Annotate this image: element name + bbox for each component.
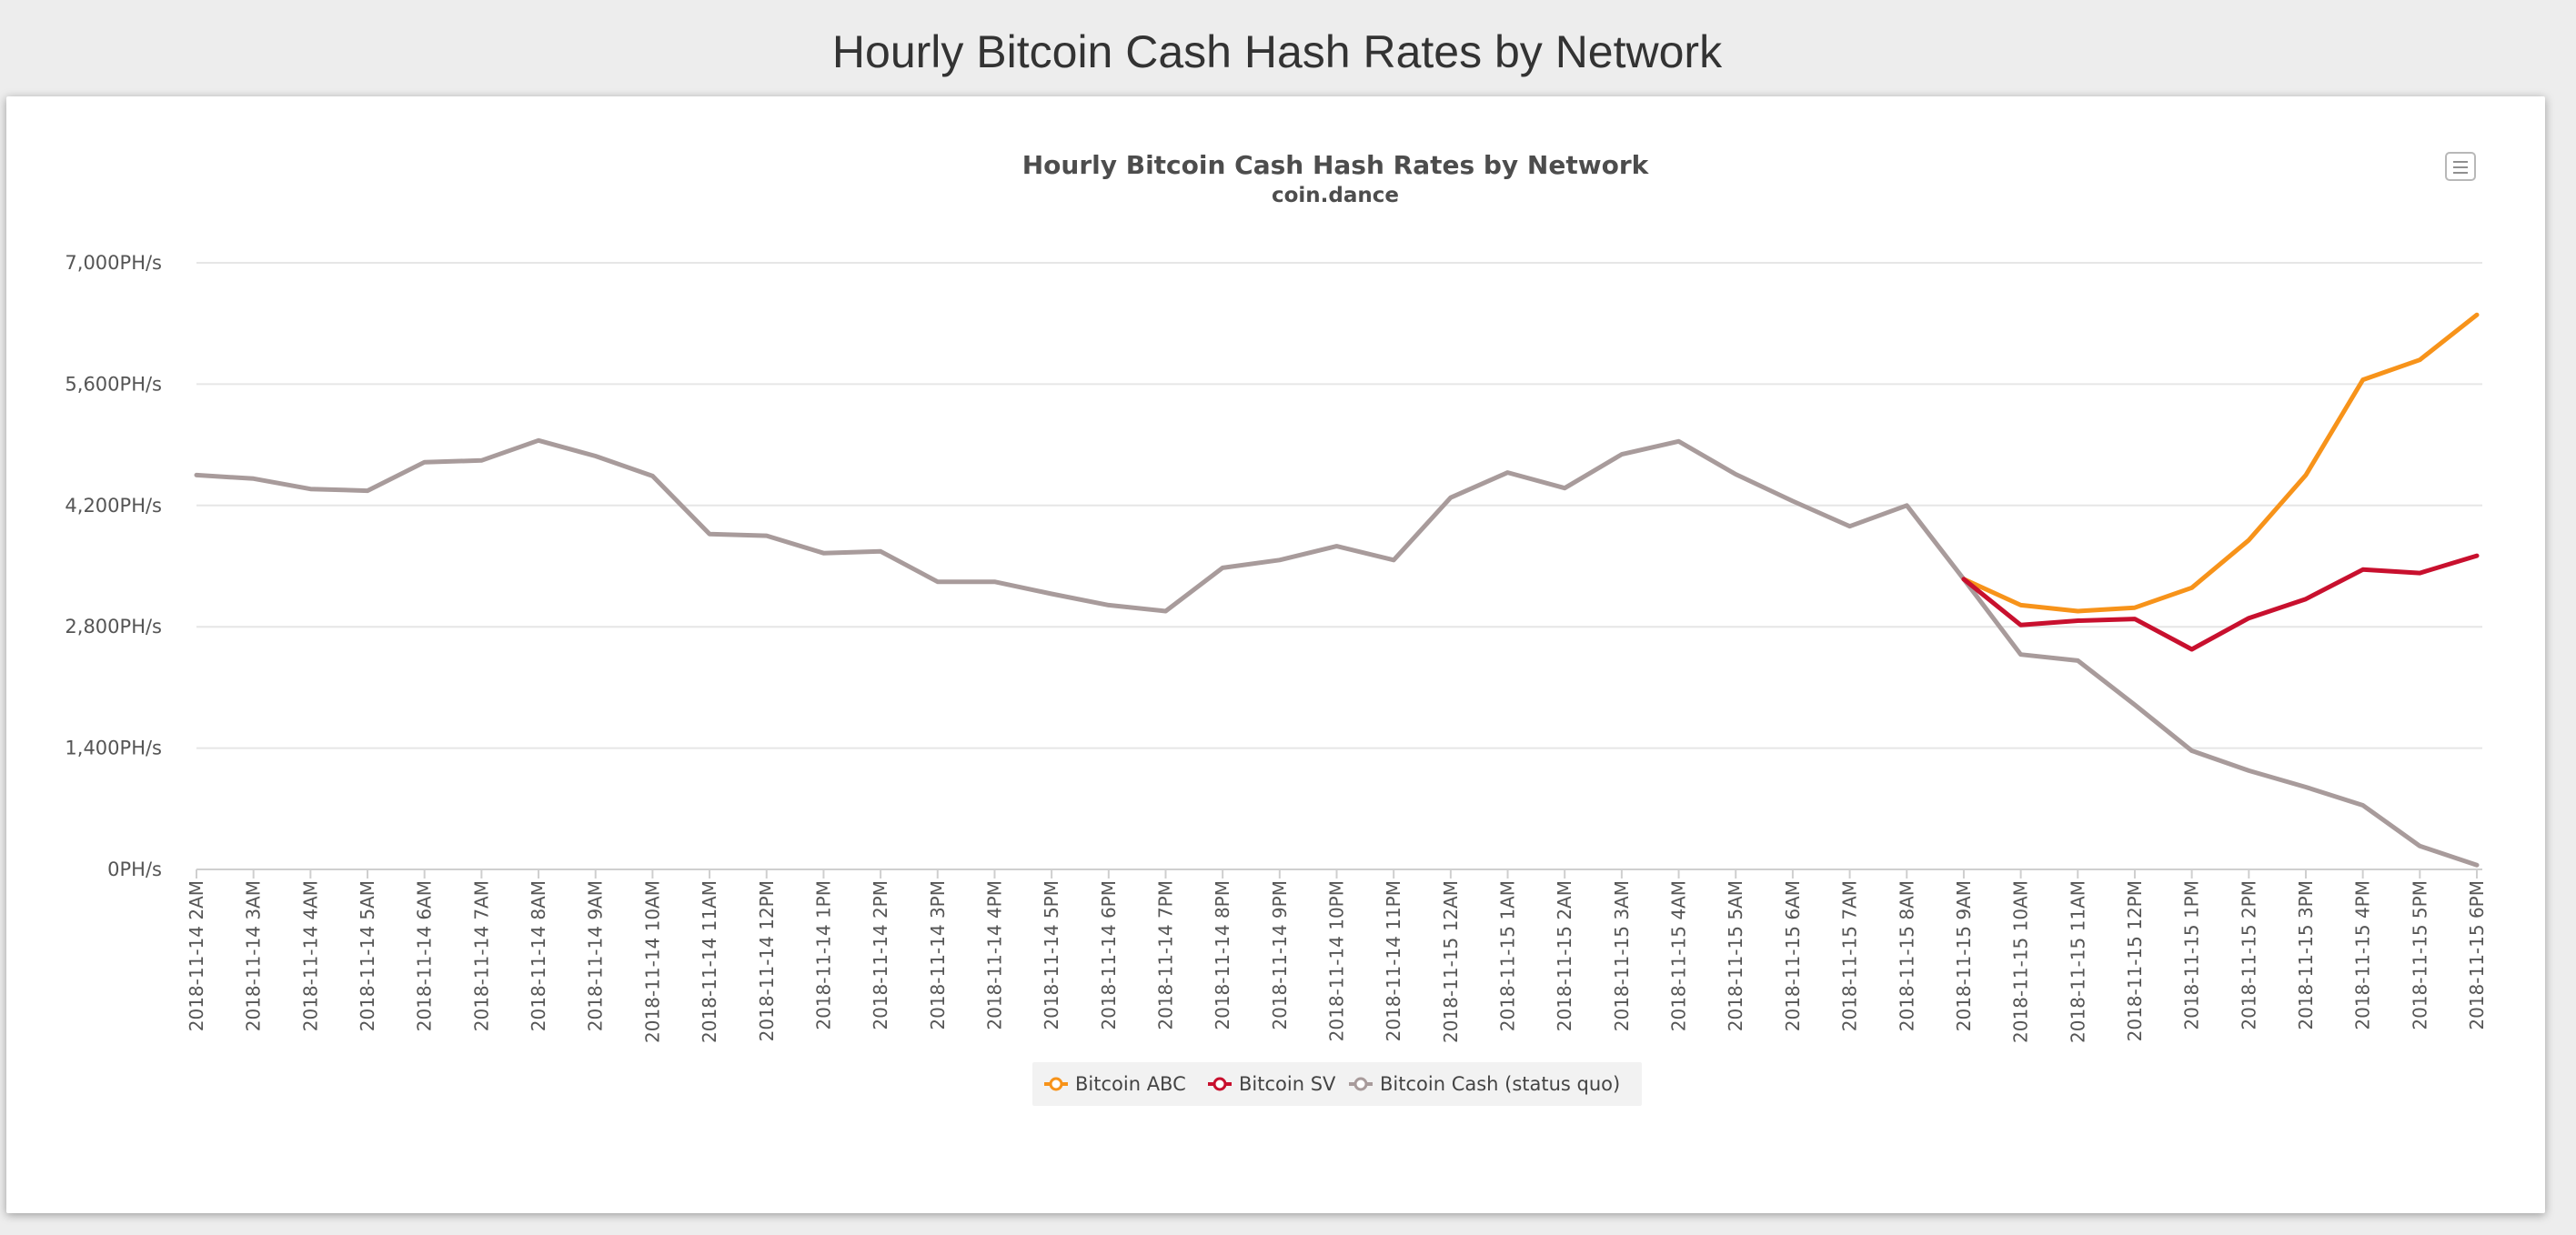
x-tick-label: 2018-11-15 5PM xyxy=(2409,880,2430,1030)
x-tick-label: 2018-11-14 4AM xyxy=(299,880,321,1031)
series-line-bitcoin-abc[interactable] xyxy=(1961,312,2480,614)
legend-label: Bitcoin SV xyxy=(1239,1073,1336,1095)
y-tick-label: 2,800PH/s xyxy=(65,616,162,638)
x-tick-label: 2018-11-15 9AM xyxy=(1953,880,1975,1031)
x-tick-label: 2018-11-14 7PM xyxy=(1154,880,1176,1030)
series-layer xyxy=(194,312,2480,868)
axis-layer: 0PH/s 1,400PH/s 2,800PH/s 4,200PH/s 5,600PH/… xyxy=(65,252,2488,1043)
legend-marker-icon xyxy=(1353,1077,1368,1091)
x-tick-label: 2018-11-15 1PM xyxy=(2181,880,2203,1030)
x-tick-label: 2018-11-15 11AM xyxy=(2067,880,2088,1043)
x-tick-label: 2018-11-14 10PM xyxy=(1326,880,1348,1041)
x-tick-label: 2018-11-15 4PM xyxy=(2352,880,2374,1030)
legend-background xyxy=(1032,1062,1642,1106)
x-tick-label: 2018-11-14 2PM xyxy=(870,880,891,1030)
x-tick-label: 2018-11-15 6AM xyxy=(1782,880,1804,1031)
x-tick-label: 2018-11-14 10AM xyxy=(641,880,663,1043)
x-tick-label: 2018-11-14 3PM xyxy=(927,880,949,1030)
x-tick-label: 2018-11-15 4AM xyxy=(1668,880,1690,1031)
x-tick-label: 2018-11-14 6PM xyxy=(1098,880,1120,1030)
legend-label: Bitcoin Cash (status quo) xyxy=(1380,1073,1620,1095)
x-tick-label: 2018-11-15 12AM xyxy=(1440,880,1462,1043)
x-tick-label: 2018-11-14 3AM xyxy=(243,880,265,1031)
legend-item-bitcoin-cash-status-quo[interactable]: Bitcoin Cash (status quo) xyxy=(1349,1073,1620,1095)
legend-marker-icon xyxy=(1213,1077,1227,1091)
y-tick-label: 4,200PH/s xyxy=(65,495,162,517)
x-tick-label: 2018-11-14 6AM xyxy=(414,880,436,1031)
x-tick-label: 2018-11-14 5PM xyxy=(1041,880,1062,1030)
x-tick-label: 2018-11-15 10AM xyxy=(2010,880,2032,1043)
x-tick-label: 2018-11-15 6PM xyxy=(2466,880,2488,1030)
chart-menu-button[interactable] xyxy=(2445,152,2476,181)
x-tick-label: 2018-11-15 7AM xyxy=(1839,880,1861,1031)
x-tick-label: 2018-11-15 3AM xyxy=(1611,880,1633,1031)
y-tick-label: 5,600PH/s xyxy=(65,373,162,395)
x-tick-label: 2018-11-14 11AM xyxy=(699,880,720,1043)
x-tick-label: 2018-11-15 1AM xyxy=(1497,880,1519,1031)
chart-subtitle: coin.dance xyxy=(1272,184,1399,207)
x-tick-label: 2018-11-14 4PM xyxy=(983,880,1005,1030)
x-tick-label: 2018-11-15 8AM xyxy=(1896,880,1917,1031)
page-heading: Hourly Bitcoin Cash Hash Rates by Networ… xyxy=(831,26,1723,77)
x-tick-label: 2018-11-14 2AM xyxy=(186,880,207,1031)
x-tick-label: 2018-11-15 2PM xyxy=(2238,880,2259,1030)
legend-label: Bitcoin ABC xyxy=(1075,1073,1186,1095)
legend-marker-icon xyxy=(1049,1077,1063,1091)
series-line-bitcoin-cash-status-quo[interactable] xyxy=(194,437,2480,868)
hamburger-menu-icon-bar xyxy=(2453,166,2468,168)
chart-card: 0PH/s 1,400PH/s 2,800PH/s 4,200PH/s 5,600PH/… xyxy=(6,96,2545,1213)
grid-layer xyxy=(196,262,2482,870)
x-tick-label: 2018-11-15 12PM xyxy=(2124,880,2146,1041)
legend-item-bitcoin-sv[interactable]: Bitcoin SV xyxy=(1208,1073,1336,1095)
y-tick-label: 7,000PH/s xyxy=(65,252,162,274)
series-line-bitcoin-sv[interactable] xyxy=(1961,553,2480,652)
x-tick-label: 2018-11-14 9PM xyxy=(1269,880,1291,1030)
line-chart: 0PH/s 1,400PH/s 2,800PH/s 4,200PH/s 5,600PH/… xyxy=(65,150,2488,1106)
hamburger-menu-icon xyxy=(2453,161,2468,163)
chart-title: Hourly Bitcoin Cash Hash Rates by Networ… xyxy=(1022,150,1650,180)
legend-item-bitcoin-abc[interactable]: Bitcoin ABC xyxy=(1044,1073,1186,1095)
legend: Bitcoin ABC Bitcoin SV Bitcoin Cash (statu… xyxy=(1032,1062,1642,1106)
y-tick-label: 1,400PH/s xyxy=(65,738,162,759)
hamburger-menu-icon-bar xyxy=(2453,172,2468,174)
x-tick-label: 2018-11-15 3PM xyxy=(2295,880,2317,1030)
x-tick-label: 2018-11-14 8AM xyxy=(528,880,549,1031)
x-tick-label: 2018-11-14 9AM xyxy=(585,880,607,1031)
x-tick-label: 2018-11-15 2AM xyxy=(1554,880,1575,1031)
x-tick-label: 2018-11-14 7AM xyxy=(470,880,492,1031)
x-tick-label: 2018-11-15 5AM xyxy=(1725,880,1746,1031)
x-tick-label: 2018-11-14 5AM xyxy=(357,880,378,1031)
y-tick-label: 0PH/s xyxy=(107,858,162,880)
x-tick-label: 2018-11-14 12PM xyxy=(756,880,778,1041)
x-tick-label: 2018-11-14 11PM xyxy=(1383,880,1404,1041)
x-tick-label: 2018-11-14 8PM xyxy=(1212,880,1233,1030)
x-tick-label: 2018-11-14 1PM xyxy=(812,880,834,1030)
